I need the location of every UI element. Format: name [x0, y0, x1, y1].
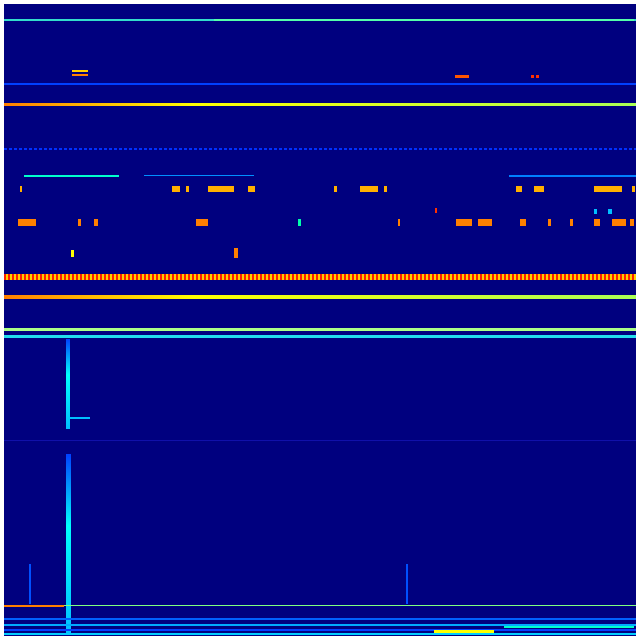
band-cyan-177 — [24, 175, 119, 177]
band-line-84 — [4, 83, 636, 85]
band-green-606 — [64, 605, 636, 606]
band-yellow-104 — [4, 103, 636, 106]
marks-row-222 — [18, 208, 634, 226]
band-cyan-330 — [4, 328, 636, 331]
vertical-faint-26 — [29, 564, 31, 604]
band-top-highlight — [214, 19, 634, 21]
band-cyan-177c — [509, 175, 636, 177]
heatmap-background — [4, 4, 636, 636]
marks-row-70 — [72, 70, 539, 78]
heatmap-canvas — [4, 4, 636, 636]
vertical-streak-67b — [66, 454, 71, 634]
marks-row-189 — [20, 186, 635, 192]
vertical-faint-402 — [406, 564, 408, 604]
band-cyan-337 — [4, 335, 636, 338]
band-orange-297 — [4, 295, 636, 299]
mark-250b — [234, 248, 238, 258]
vertical-streak-67 — [66, 339, 70, 429]
horizontal-spur-418 — [70, 417, 90, 419]
band-orange-606 — [4, 605, 64, 607]
mark-250a — [71, 250, 74, 257]
band-cyan-177b — [144, 175, 254, 176]
noise-bottom — [4, 618, 636, 635]
band-faint-441 — [4, 440, 636, 441]
band-dotted-150 — [4, 148, 636, 151]
band-red-yellow-276 — [4, 274, 636, 280]
